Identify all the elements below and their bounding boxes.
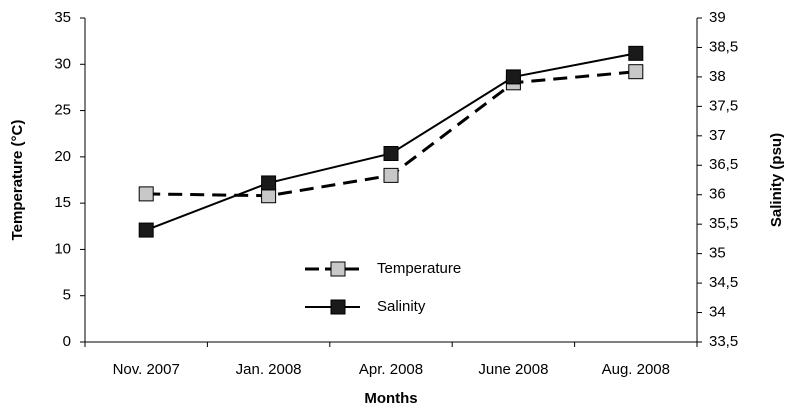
marker — [505, 69, 521, 85]
y2-tick-label: 39 — [709, 9, 726, 26]
y-tick-label: 35 — [54, 9, 71, 26]
marker — [383, 167, 399, 183]
y2-tick-label: 35,5 — [709, 215, 738, 232]
y-tick-label: 30 — [54, 55, 71, 72]
marker — [628, 45, 644, 61]
y-tick-label: 15 — [54, 194, 71, 211]
legend-label: Salinity — [377, 298, 426, 315]
y-tick-label: 0 — [63, 333, 71, 350]
y-tick-label: 10 — [54, 240, 71, 257]
x-axis-title: Months — [364, 390, 417, 407]
y2-axis-title: Salinity (psu) — [768, 133, 785, 227]
y2-tick-label: 38,5 — [709, 38, 738, 55]
x-tick-label: Jan. 2008 — [236, 361, 302, 378]
y2-tick-label: 33,5 — [709, 333, 738, 350]
marker — [383, 145, 399, 161]
marker — [138, 186, 154, 202]
y2-tick-label: 37,5 — [709, 97, 738, 114]
y-tick-label: 25 — [54, 102, 71, 119]
y2-tick-label: 36 — [709, 186, 726, 203]
y2-tick-label: 35 — [709, 245, 726, 262]
y2-tick-label: 36,5 — [709, 156, 738, 173]
y-tick-label: 5 — [63, 287, 71, 304]
x-tick-label: Nov. 2007 — [113, 361, 180, 378]
marker — [628, 64, 644, 80]
y-axis-title: Temperature (°C) — [9, 120, 26, 241]
y2-tick-label: 38 — [709, 68, 726, 85]
legend-label: Temperature — [377, 260, 461, 277]
y-tick-label: 20 — [54, 148, 71, 165]
x-tick-label: June 2008 — [478, 361, 548, 378]
y2-tick-label: 34,5 — [709, 274, 738, 291]
y2-tick-label: 37 — [709, 127, 726, 144]
x-tick-label: Aug. 2008 — [602, 361, 670, 378]
x-tick-label: Apr. 2008 — [359, 361, 423, 378]
legend-marker — [330, 299, 346, 315]
y2-tick-label: 34 — [709, 304, 726, 321]
marker — [138, 222, 154, 238]
legend-marker — [330, 261, 346, 277]
marker — [261, 175, 277, 191]
marker — [261, 188, 277, 204]
